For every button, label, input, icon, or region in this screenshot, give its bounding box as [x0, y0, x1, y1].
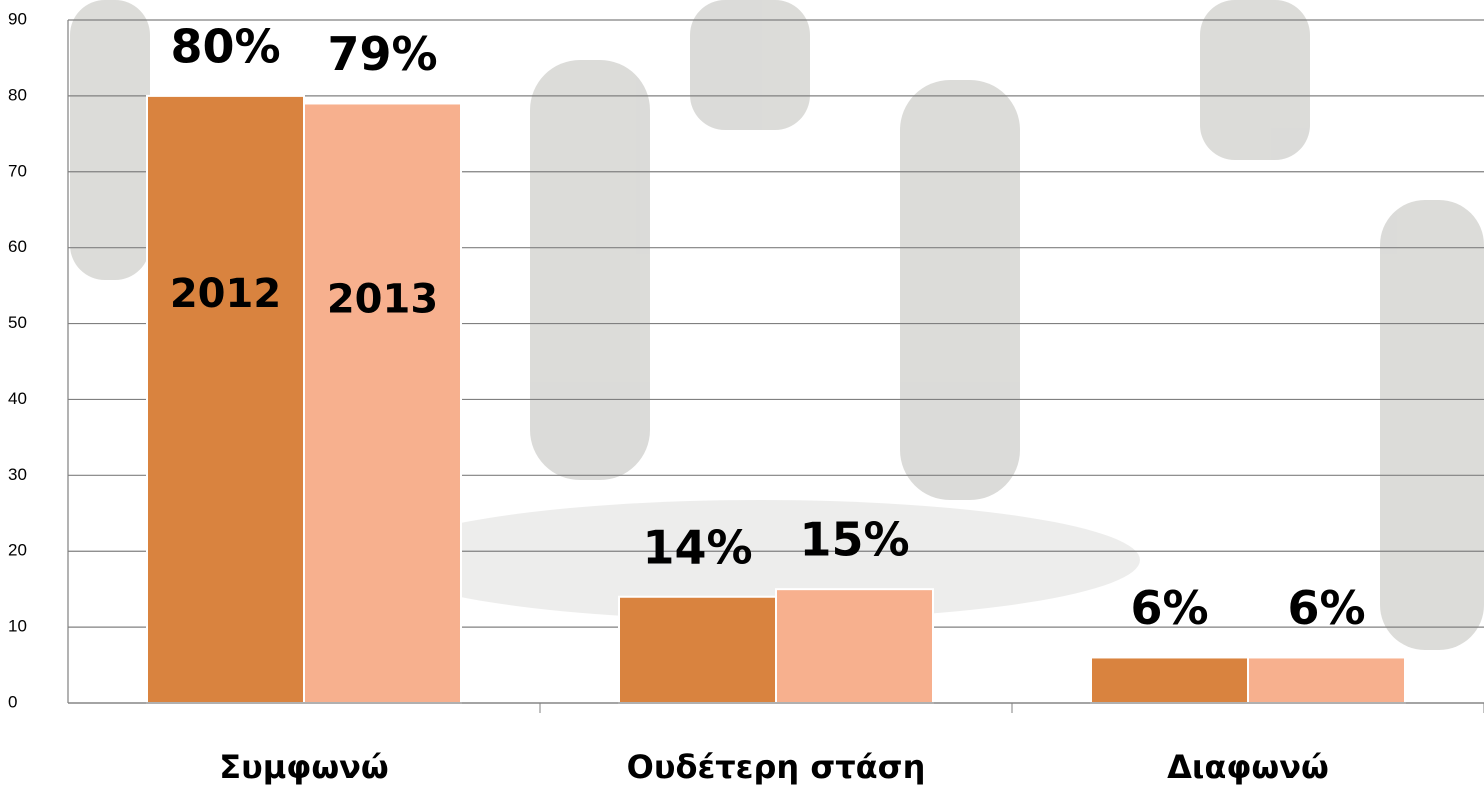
bar	[619, 597, 776, 703]
series-name: 2013	[327, 276, 438, 322]
y-tick-label: 80	[8, 85, 27, 104]
value-label: 80%	[170, 19, 280, 73]
y-tick-label: 40	[8, 389, 27, 408]
bar	[147, 96, 304, 703]
y-tick-label: 10	[8, 617, 27, 636]
y-tick-label: 50	[8, 313, 27, 332]
y-tick-label: 90	[8, 9, 27, 28]
x-tick-label: Διαφωνώ	[1167, 748, 1329, 786]
series-name: 2012	[170, 271, 281, 317]
bar	[776, 589, 933, 703]
x-tick-label: Ουδέτερη στάση	[627, 748, 926, 786]
value-label: 79%	[327, 27, 437, 81]
value-label: 6%	[1287, 581, 1365, 635]
y-tick-label: 20	[8, 541, 27, 560]
x-tick-label: Συμφωνώ	[219, 748, 388, 786]
value-label: 6%	[1130, 581, 1208, 635]
y-tick-label: 0	[8, 692, 17, 711]
y-tick-label: 60	[8, 237, 27, 256]
y-tick-label: 70	[8, 161, 27, 180]
chart: 0 10 20 30 40 50 60 70 80 90 Συμφωνώ 80% 2012 79% 2013…	[0, 0, 1484, 788]
y-tick-label: 30	[8, 465, 27, 484]
bar	[1248, 657, 1405, 703]
value-label: 15%	[799, 513, 909, 567]
bar	[1091, 657, 1248, 703]
value-label: 14%	[642, 520, 752, 574]
bar	[304, 103, 461, 703]
